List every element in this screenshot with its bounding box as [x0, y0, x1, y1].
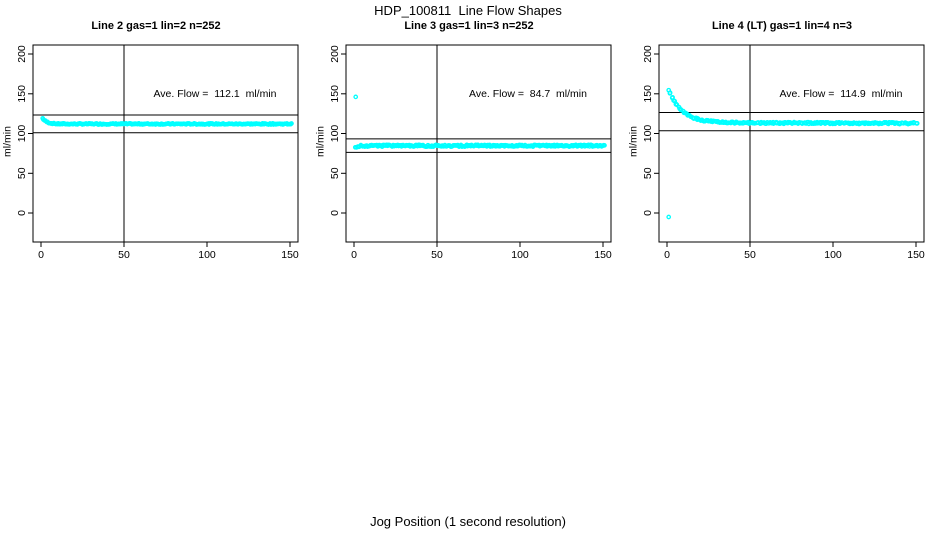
- y-tick-label: 50: [16, 167, 28, 179]
- ave-flow-annotation-line-3: Ave. Flow = 84.7 ml/min: [469, 88, 587, 100]
- x-tick-label: 50: [431, 249, 443, 261]
- data-point: [706, 118, 711, 124]
- panel-line-2-title: Line 2 gas=1 lin=2 n=252: [91, 20, 221, 32]
- scatter-plot-line-3: 0 50 100 150 0 50 100 150 200: [329, 44, 612, 261]
- data-point: [289, 121, 294, 126]
- y-tick-label: 50: [329, 167, 341, 179]
- plot-box: [32, 44, 299, 243]
- plot-box: [658, 44, 925, 243]
- ave-flow-annotation-line-2: Ave. Flow = 112.1 ml/min: [153, 88, 277, 100]
- x-tick-label: 100: [198, 249, 216, 261]
- x-tick-label: 50: [744, 249, 756, 261]
- scatter-plot-line-4: 0 50 100 150 0 50 100 150 200: [642, 44, 925, 261]
- panel-line-3-title: Line 3 gas=1 lin=3 n=252: [404, 20, 534, 32]
- data-point: [666, 214, 672, 220]
- x-tick-label: 0: [664, 249, 670, 261]
- x-tick-label: 100: [824, 249, 842, 261]
- y-tick-label: 150: [329, 85, 341, 103]
- x-tick-label: 150: [907, 249, 925, 261]
- x-tick-label: 150: [281, 249, 299, 261]
- plot-box: [345, 44, 612, 243]
- y-tick-label: 0: [642, 210, 654, 216]
- y-tick-label: 0: [16, 210, 28, 216]
- x-tick-label: 0: [38, 249, 44, 261]
- panel-line-3: Line 3 gas=1 lin=3 n=252 ml/min Ave. Flo…: [313, 0, 625, 280]
- x-tick-label: 0: [351, 249, 357, 261]
- y-tick-label: 150: [16, 85, 28, 103]
- x-axis-label: Jog Position (1 second resolution): [370, 514, 566, 529]
- ave-flow-annotation-line-4: Ave. Flow = 114.9 ml/min: [779, 88, 903, 100]
- y-tick-label: 100: [16, 125, 28, 143]
- y-tick-label: 150: [642, 85, 654, 103]
- chart-main-title: HDP_100811 Line Flow Shapes: [374, 3, 562, 18]
- data-point: [602, 143, 607, 148]
- panel-line-2: Line 2 gas=1 lin=2 n=252 ml/min Ave. Flo…: [0, 0, 312, 280]
- y-tick-label: 50: [642, 167, 654, 179]
- x-tick-label: 100: [511, 249, 529, 261]
- x-tick-label: 150: [594, 249, 612, 261]
- x-tick-label: 50: [118, 249, 130, 261]
- panel-line-4-title: Line 4 (LT) gas=1 lin=4 n=3: [711, 20, 853, 32]
- scatter-plot-line-2: 0 50 100 150 0 50 100 150 200: [16, 44, 299, 261]
- y-tick-label: 100: [329, 125, 341, 143]
- y-tick-label: 200: [329, 45, 341, 63]
- data-point: [667, 90, 673, 96]
- data-point: [914, 121, 920, 126]
- y-tick-label: 200: [16, 45, 28, 63]
- y-tick-label: 0: [329, 210, 341, 216]
- data-point: [852, 120, 857, 126]
- panel-line-4: Line 4 (LT) gas=1 lin=4 n=3 ml/min Ave. …: [626, 0, 936, 280]
- data-point: [353, 94, 359, 100]
- y-tick-label: 200: [642, 45, 654, 63]
- y-tick-label: 100: [642, 125, 654, 143]
